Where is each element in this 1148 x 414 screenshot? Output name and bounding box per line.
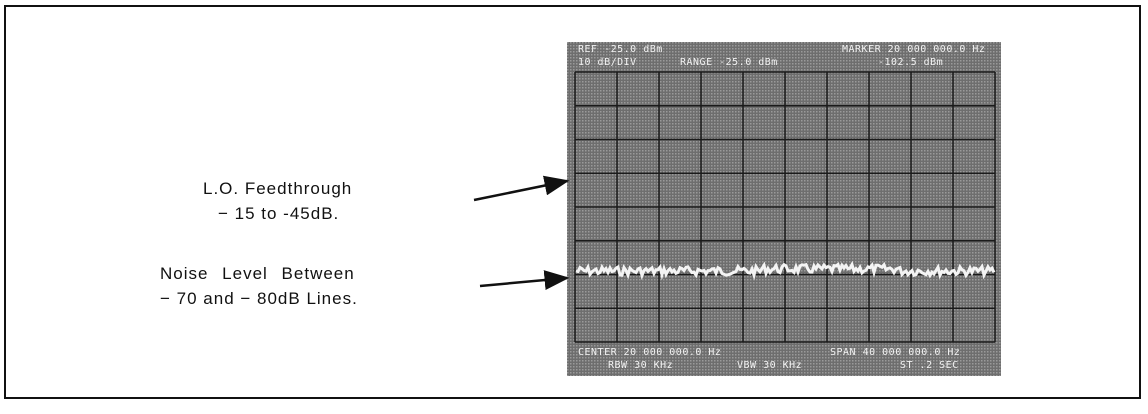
annotation-line: L.O. Feedthrough (203, 179, 352, 198)
annotation-line: Noise Level Between (160, 264, 355, 283)
annotation-line: − 70 and − 80dB Lines. (160, 289, 358, 308)
screen-footer: RBW 30 KHz (608, 360, 673, 371)
graticule (574, 71, 996, 343)
arrow (479, 270, 570, 291)
screen-header: 10 dB/DIV (578, 57, 637, 68)
screen-footer: ST .2 SEC (900, 360, 959, 371)
screen-header: RANGE -25.0 dBm (680, 57, 778, 68)
screen-header: MARKER 20 000 000.0 Hz (842, 44, 985, 55)
noise-trace (575, 260, 996, 281)
screen-footer: CENTER 20 000 000.0 Hz (578, 347, 721, 358)
frame (4, 5, 1141, 399)
annotation-line: − 15 to -45dB. (218, 204, 339, 223)
screen-header: -102.5 dBm (878, 57, 943, 68)
arrow (473, 175, 570, 202)
screen-footer: VBW 30 KHz (737, 360, 802, 371)
screen-header: REF -25.0 dBm (578, 44, 663, 55)
analyzer-screen (567, 42, 1001, 376)
screen-footer: SPAN 40 000 000.0 Hz (830, 347, 960, 358)
